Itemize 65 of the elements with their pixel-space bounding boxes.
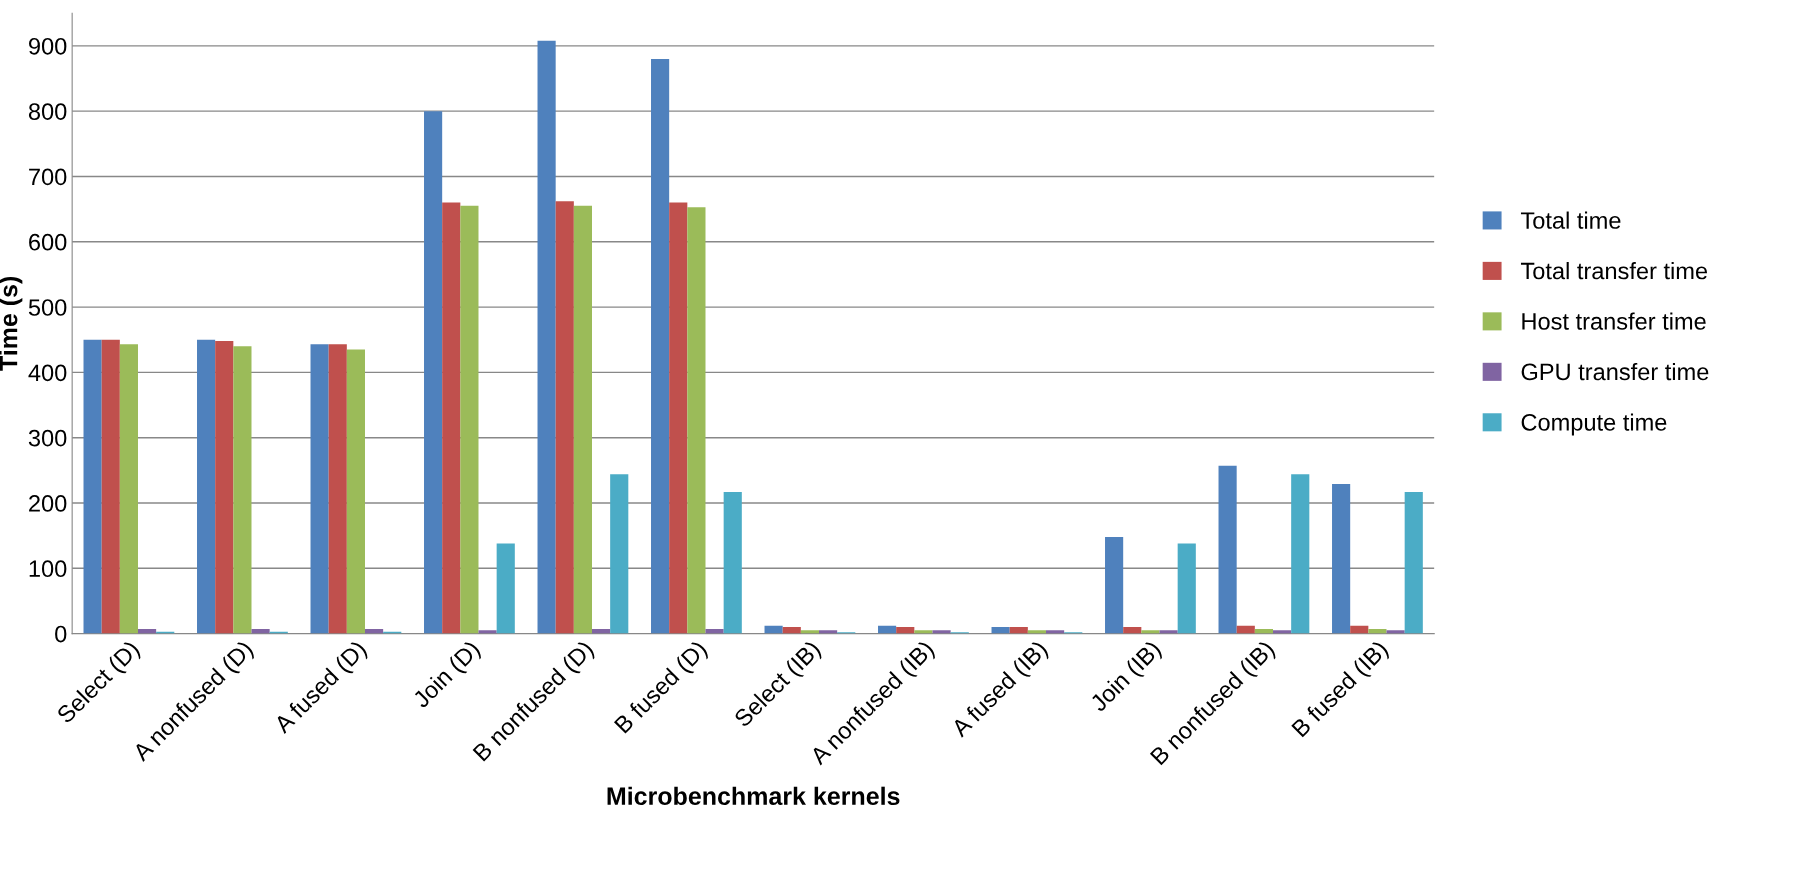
- y-tick-label: 100: [29, 560, 67, 578]
- legend-label: Host transfer time: [1522, 312, 1706, 330]
- x-tick-label: Join (IB): [1088, 639, 1165, 716]
- bar: [460, 205, 479, 634]
- bar: [496, 543, 515, 634]
- y-tick-label: 0: [55, 625, 67, 643]
- bar: [215, 341, 234, 634]
- bar: [914, 630, 933, 634]
- bar: [1404, 491, 1423, 634]
- bar: [1218, 465, 1237, 634]
- y-tick-label: 800: [28, 103, 67, 120]
- bar: [1141, 630, 1160, 634]
- bar: [610, 474, 629, 634]
- bar: [537, 40, 556, 634]
- bar: [346, 349, 365, 634]
- y-tick-label: 300: [28, 429, 67, 447]
- bar: [1009, 627, 1028, 634]
- y-tick-label: 600: [29, 233, 67, 251]
- bar: [651, 58, 670, 634]
- legend-label: Compute time: [1521, 413, 1667, 436]
- bar: [1291, 474, 1310, 634]
- y-tick-label: 200: [29, 495, 67, 512]
- bar: [1386, 630, 1405, 634]
- bar: [251, 629, 270, 634]
- y-tick-label: 400: [28, 364, 67, 382]
- bar: [991, 627, 1010, 634]
- y-tick-label: 700: [29, 168, 67, 186]
- bar: [119, 344, 138, 634]
- bar: [83, 339, 102, 634]
- bar: [101, 339, 120, 634]
- bar: [1123, 627, 1142, 634]
- bar: [782, 627, 801, 634]
- bar: [932, 630, 951, 634]
- bar: [1046, 630, 1065, 634]
- bar: [555, 201, 574, 634]
- bar: [1177, 543, 1196, 634]
- bar: [687, 207, 706, 634]
- bar: [896, 627, 915, 634]
- legend-label: Total transfer time: [1520, 261, 1708, 280]
- bar: [424, 111, 443, 634]
- bar: [1273, 630, 1292, 634]
- bar: [573, 205, 592, 634]
- bar: [1332, 484, 1351, 634]
- bar: [197, 339, 216, 634]
- bar: [310, 344, 329, 634]
- bar: [478, 630, 497, 634]
- bar: [1105, 536, 1124, 634]
- y-tick-label: 500: [28, 299, 67, 316]
- bar: [669, 202, 688, 634]
- legend-label: GPU transfer time: [1521, 362, 1709, 381]
- y-axis-title: Time (s): [0, 276, 23, 371]
- legend-label: Total time: [1520, 211, 1621, 229]
- bar: [1159, 630, 1178, 634]
- bar: [800, 630, 819, 634]
- bar: [442, 202, 461, 634]
- bar: [819, 630, 838, 634]
- bar: [328, 344, 347, 634]
- y-tick-label: 900: [29, 37, 67, 55]
- bar: [233, 346, 252, 634]
- bar: [1027, 630, 1046, 634]
- bar: [1368, 629, 1387, 634]
- bar: [723, 491, 742, 634]
- bar: [705, 629, 724, 634]
- x-axis-title: Microbenchmark kernels: [607, 786, 900, 806]
- x-tick-label: Join (D): [411, 639, 484, 713]
